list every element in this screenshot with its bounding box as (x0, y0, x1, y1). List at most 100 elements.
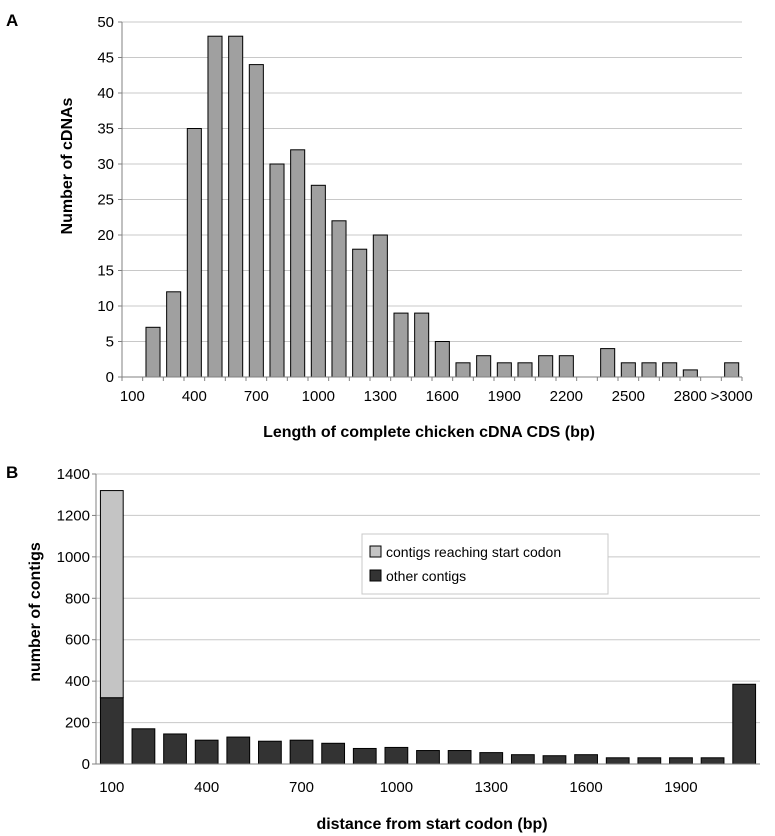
y-tick-label: 1000 (57, 549, 90, 566)
bar-1200-other-contigs (447, 750, 472, 765)
panel-a-axes (118, 21, 743, 381)
y-tick-label: 25 (97, 192, 114, 209)
bar-400-other-contigs (194, 739, 219, 765)
y-tick-label: 50 (97, 14, 114, 31)
legend-label: other contigs (386, 568, 466, 584)
bar-1300-other-contigs (479, 752, 504, 765)
y-tick-label: 600 (65, 632, 90, 649)
bar-200 (145, 326, 161, 378)
y-tick-label: 1400 (57, 466, 90, 483)
bar-1300 (372, 234, 388, 378)
panel-b-y-axis-title: number of contigs (27, 542, 44, 682)
bar-1100 (331, 220, 347, 378)
bar-2100 (538, 355, 554, 378)
x-tick-label: 700 (289, 779, 314, 796)
x-tick-label: 1300 (475, 779, 508, 796)
bar-300 (166, 291, 182, 378)
bar->3000 (724, 362, 740, 378)
bar-2000 (517, 362, 533, 378)
bar-1600 (434, 341, 450, 378)
legend-swatch (369, 545, 382, 558)
panel-b-gridlines (96, 473, 760, 724)
x-tick-label: 2500 (612, 388, 645, 405)
panel-a-y-axis-title: Number of cDNAs (59, 97, 76, 234)
bar-2000-other-contigs (700, 757, 725, 765)
bar-2400 (600, 348, 616, 378)
y-tick-label: 5 (106, 334, 114, 351)
x-tick-label: 1600 (426, 388, 459, 405)
bar-100-other-contigs (99, 697, 124, 765)
y-tick-label: 35 (97, 121, 114, 138)
y-tick-label: 0 (106, 369, 114, 386)
bar-1600-other-contigs (574, 754, 598, 765)
panel-a-label: A (6, 11, 18, 30)
panel-a-x-axis-title: Length of complete chicken cDNA CDS (bp) (263, 424, 595, 441)
x-tick-label: 1300 (364, 388, 397, 405)
x-tick-label: 1000 (302, 388, 335, 405)
y-tick-label: 20 (97, 227, 114, 244)
bar-1100-other-contigs (416, 750, 440, 765)
bar-900 (290, 149, 306, 378)
y-tick-label: 10 (97, 298, 114, 315)
bar-1700 (455, 362, 471, 378)
x-tick-label: 2200 (550, 388, 583, 405)
panel-a-gridlines (122, 21, 742, 342)
bar-2100-other-contigs (732, 683, 757, 765)
x-tick-label: 2800 (674, 388, 707, 405)
panel-b-x-axis-title: distance from start codon (bp) (316, 816, 547, 833)
y-tick-label: 200 (65, 715, 90, 732)
bar-1400-other-contigs (510, 754, 535, 765)
x-tick-label: 100 (99, 779, 124, 796)
bar-400 (186, 128, 202, 378)
panel-a-y-tick-labels: 0 5 10 15 20 25 30 35 40 45 50 (97, 14, 114, 386)
bar-2500 (620, 362, 636, 378)
bar-2800 (682, 369, 698, 378)
bar-700-other-contigs (289, 739, 314, 765)
bar-900-other-contigs (352, 747, 377, 765)
x-tick-label: 400 (182, 388, 207, 405)
bar-2700 (662, 362, 678, 378)
y-tick-label: 15 (97, 263, 114, 280)
x-tick-label: 100 (120, 388, 145, 405)
x-tick-label: 1900 (664, 779, 697, 796)
bar-500-other-contigs (226, 736, 251, 765)
bar-1500-other-contigs (542, 755, 567, 765)
x-tick-label: 1000 (380, 779, 413, 796)
bar-1000 (310, 184, 326, 378)
bar-1200 (352, 248, 368, 378)
bar-1800-other-contigs (637, 757, 662, 765)
bar-1700-other-contigs (605, 757, 630, 765)
y-tick-label: 45 (97, 50, 114, 67)
legend-label: contigs reaching start codon (386, 544, 561, 560)
bar-600-other-contigs (258, 740, 282, 765)
bar-300-other-contigs (163, 733, 187, 765)
bar-800-other-contigs (321, 742, 346, 765)
legend-swatch (369, 569, 382, 582)
bar-100-contigs-reaching-start-codon (99, 490, 124, 699)
panel-a: A 0 5 10 15 20 25 30 35 40 45 50 100 400 700 1000 1300… (6, 11, 753, 441)
panel-a-x-tick-labels: 100 400 700 1000 1300 1600 1900 2200 2500 2800 >30… (120, 388, 753, 405)
bar-1400 (393, 312, 409, 378)
x-tick-label: >3000 (711, 388, 753, 405)
bar-1000-other-contigs (384, 746, 409, 765)
bar-500 (207, 35, 223, 378)
bar-600 (228, 35, 244, 378)
panel-b-label: B (6, 463, 18, 482)
bar-700 (248, 64, 264, 378)
panel-b-legend: contigs reaching start codon other contig… (361, 533, 609, 595)
bar-2600 (641, 362, 657, 378)
bar-1900 (496, 362, 512, 378)
panel-b-bars (99, 490, 757, 765)
x-tick-label: 1600 (569, 779, 602, 796)
x-tick-label: 1900 (488, 388, 521, 405)
legend-box (361, 533, 609, 595)
bar-1800 (476, 355, 492, 378)
bar-1500 (414, 312, 430, 378)
y-tick-label: 40 (97, 85, 114, 102)
panel-b-x-tick-labels: 100 400 700 1000 1300 1600 1900 (99, 779, 697, 796)
bar-200-other-contigs (131, 728, 156, 765)
y-tick-label: 1200 (57, 507, 90, 524)
x-tick-label: 400 (194, 779, 219, 796)
